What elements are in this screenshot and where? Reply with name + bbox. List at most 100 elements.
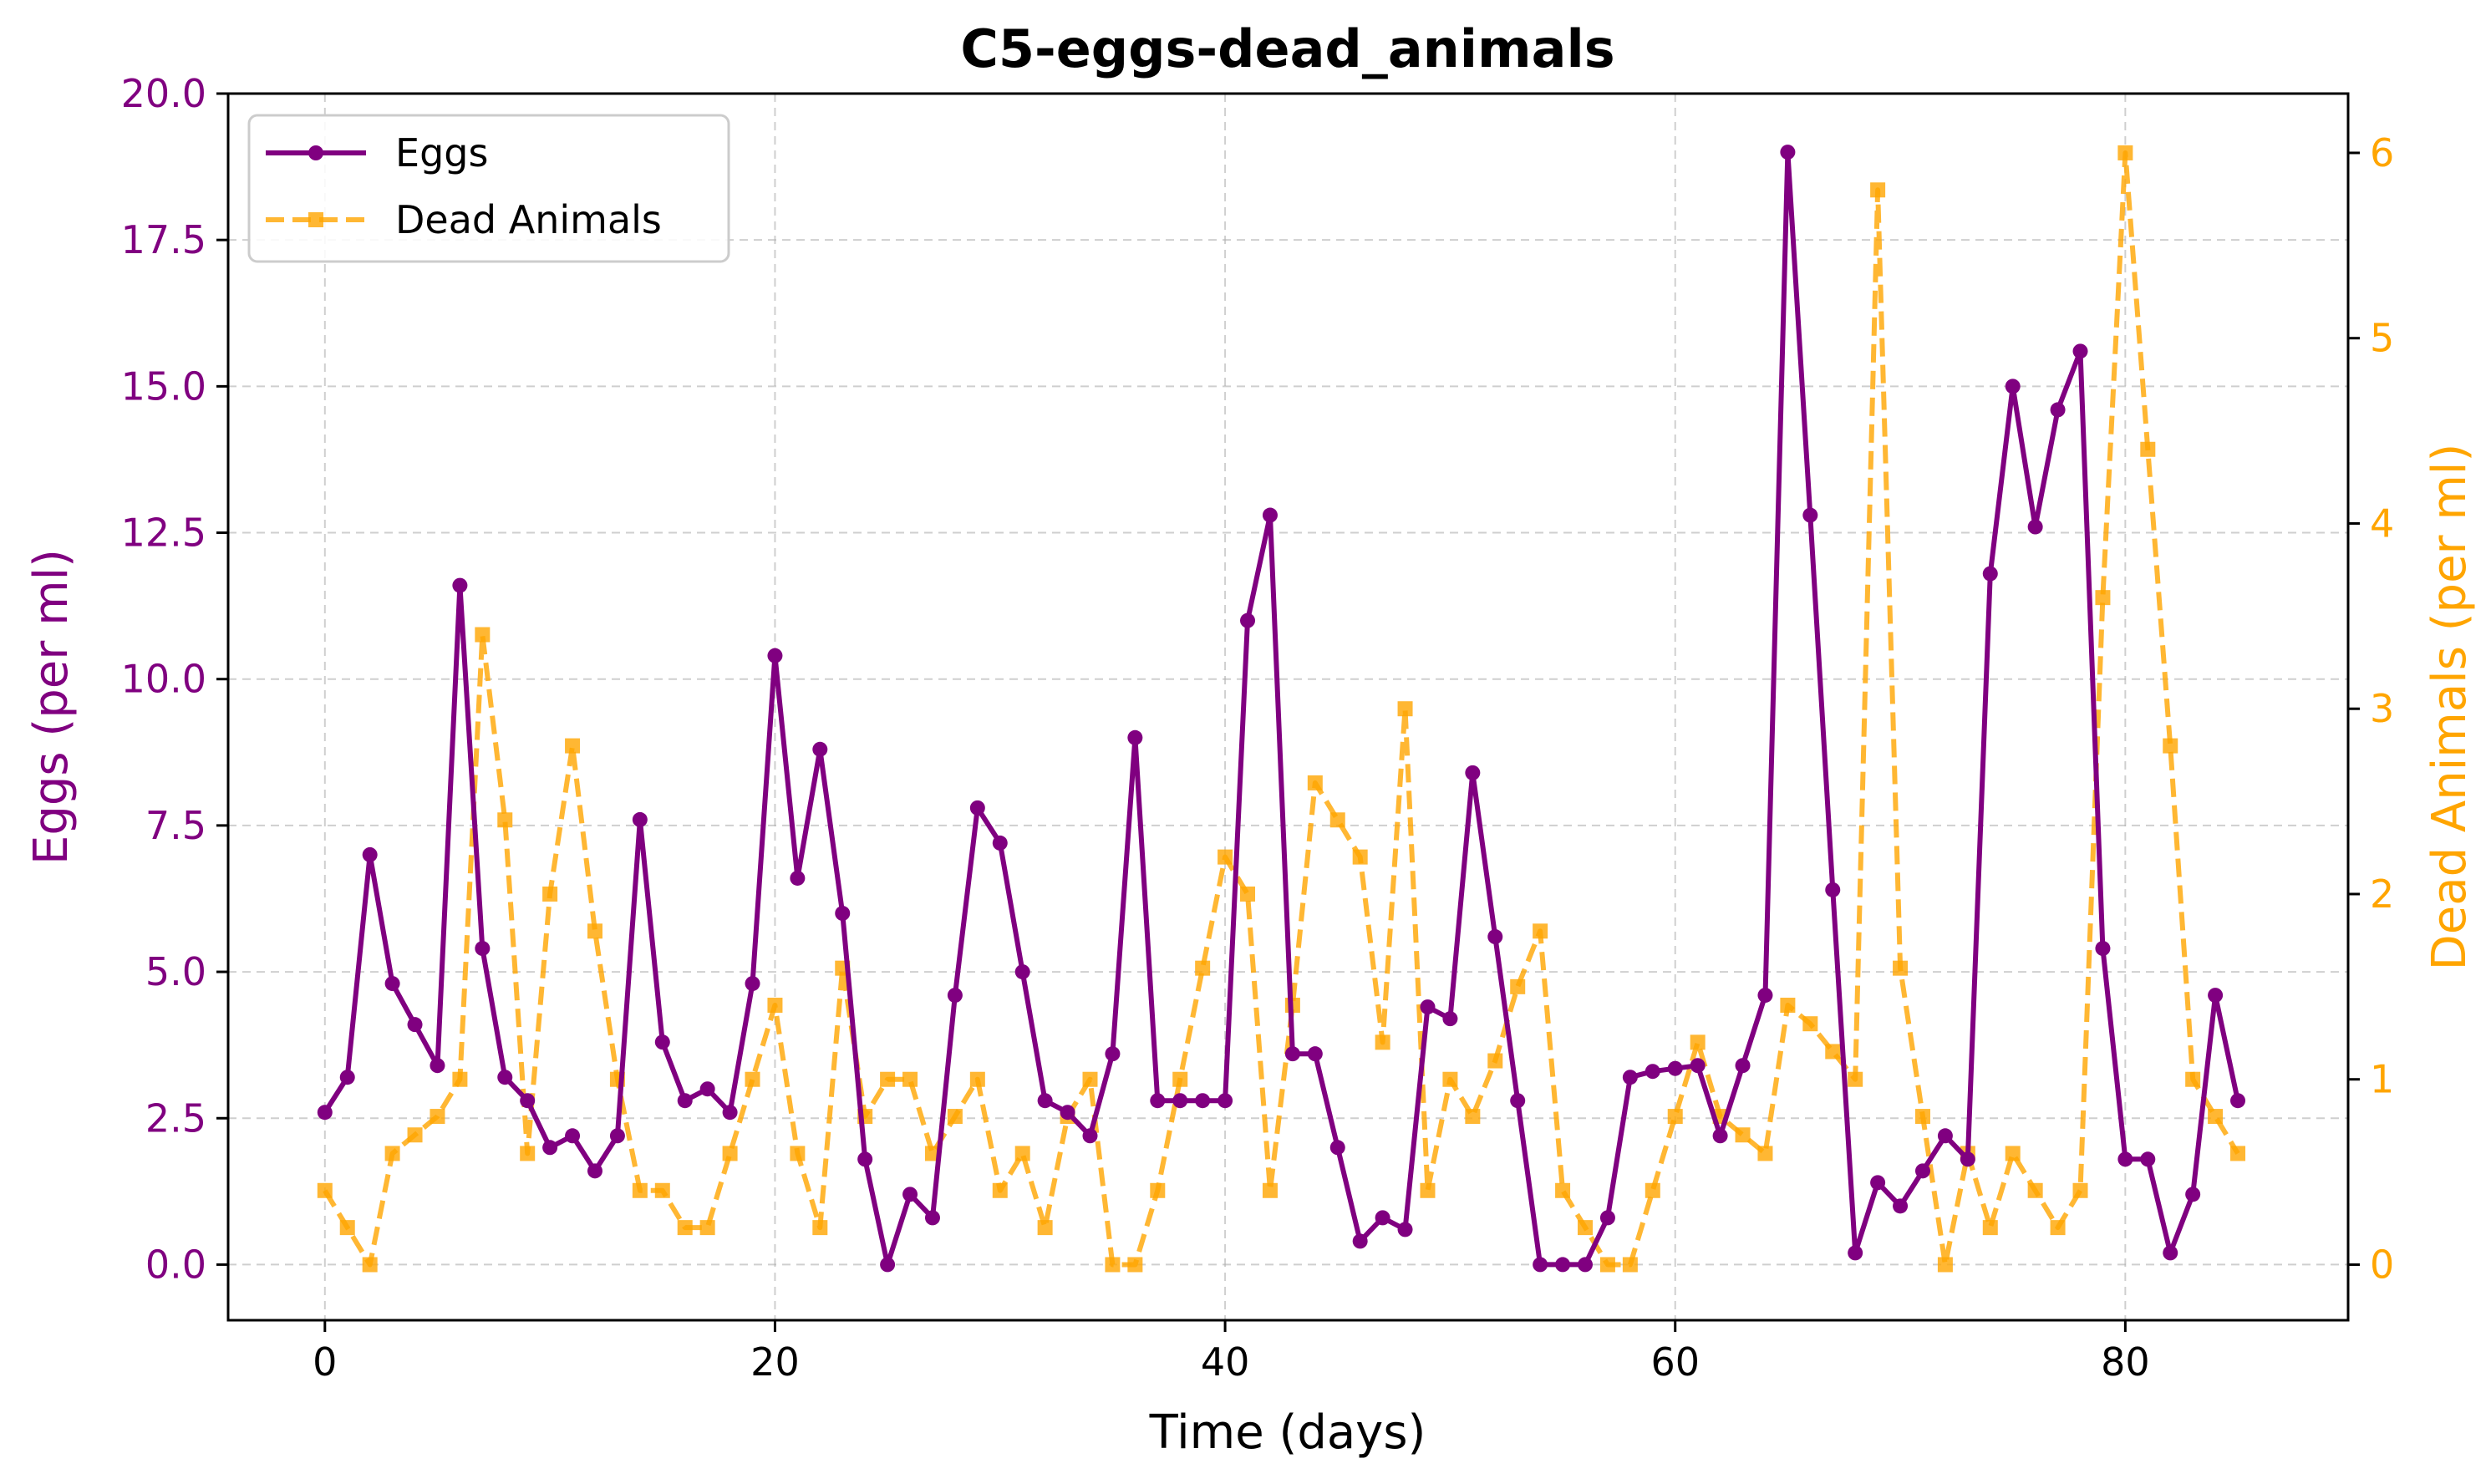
dead-animals-point <box>1982 1220 1998 1236</box>
eggs-point <box>1599 1210 1615 1226</box>
dead-animals-point <box>1037 1220 1053 1236</box>
plot-frame <box>226 92 2350 1322</box>
dead-animals-point <box>430 1109 445 1125</box>
eggs-point <box>902 1187 918 1202</box>
dead-animals-point <box>1645 1182 1660 1198</box>
eggs-point <box>2140 1151 2156 1167</box>
eggs-point <box>992 835 1008 851</box>
dead-animals-point <box>2005 1146 2021 1161</box>
dead-animals-point <box>1487 1053 1503 1069</box>
y-right-tick-label: 2 <box>2370 872 2394 917</box>
eggs-point <box>654 1034 670 1050</box>
y-right-tick-label: 5 <box>2370 316 2394 361</box>
dead-animals-point <box>969 1071 985 1087</box>
eggs-point <box>1870 1175 1886 1191</box>
eggs-point <box>1037 1093 1053 1109</box>
chart-title: C5-eggs-dead_animals <box>960 18 1614 79</box>
eggs-point <box>767 648 783 663</box>
eggs-point <box>2230 1093 2246 1109</box>
dead-animals-point <box>1555 1182 1571 1198</box>
eggs-point <box>1172 1093 1188 1109</box>
dead-animals-point <box>902 1071 918 1087</box>
dead-animals-point <box>2163 738 2178 754</box>
eggs-point <box>1937 1128 1953 1144</box>
dead-animals-point <box>1397 701 1413 717</box>
y-left-tick-label: 0.0 <box>145 1242 206 1287</box>
dead-animals-point <box>1848 1071 1863 1087</box>
dead-animals-point <box>475 627 491 643</box>
dead-animals-point <box>722 1146 738 1161</box>
y-left-tick-label: 17.5 <box>121 217 206 262</box>
eggs-point <box>1712 1128 1728 1144</box>
y-right-tick-label: 0 <box>2370 1242 2394 1287</box>
dead-animals-point <box>384 1146 400 1161</box>
eggs-point <box>1397 1222 1413 1238</box>
eggs-point <box>497 1070 513 1085</box>
eggs-point <box>452 577 468 593</box>
dead-animals-point <box>790 1146 806 1161</box>
eggs-point <box>1622 1070 1638 1085</box>
dead-animals-point <box>1195 960 1211 976</box>
dead-animals-point <box>992 1182 1008 1198</box>
eggs-point <box>677 1093 693 1109</box>
eggs-point <box>1218 1093 1233 1109</box>
eggs-point <box>1555 1257 1571 1273</box>
eggs-point <box>2185 1187 2201 1202</box>
dead-animals-point <box>2140 441 2156 457</box>
eggs-point <box>1757 988 1773 1004</box>
y-axis-right-label: Dead Animals (per ml) <box>2422 444 2477 971</box>
eggs-point <box>407 1017 423 1033</box>
eggs-point <box>609 1128 625 1144</box>
dead-animals-point <box>1329 812 1345 828</box>
dead-animals-point <box>1262 1182 1278 1198</box>
dead-animals-point <box>677 1220 693 1236</box>
eggs-point <box>1780 145 1796 160</box>
dead-animals-point <box>1014 1146 1030 1161</box>
eggs-point <box>1533 1257 1548 1273</box>
eggs-point <box>1127 729 1143 745</box>
dead-animals-point <box>1599 1257 1615 1273</box>
dead-animals-point <box>2072 1182 2088 1198</box>
eggs-point <box>1082 1128 1098 1144</box>
dead-animals-point <box>1375 1034 1390 1050</box>
eggs-point <box>1262 507 1278 523</box>
eggs-point <box>1284 1046 1300 1062</box>
dead-animals-point <box>1420 1182 1436 1198</box>
dead-animals-point <box>2095 590 2111 606</box>
x-axis-label: Time (days) <box>1149 1405 1426 1460</box>
dead-animals-line <box>323 150 2240 1268</box>
eggs-point <box>2027 519 2043 535</box>
y-right-tick-label: 1 <box>2370 1057 2394 1102</box>
dead-animals-point <box>699 1220 715 1236</box>
eggs-point <box>520 1093 536 1109</box>
y-left-tick-label: 10.0 <box>121 657 206 702</box>
eggs-point <box>1690 1058 1706 1074</box>
dead-animals-point <box>1578 1220 1594 1236</box>
eggs-point <box>1645 1064 1660 1080</box>
series-layer <box>317 145 2246 1273</box>
y-left-tick-label: 20.0 <box>121 71 206 116</box>
y-right-tick-label: 6 <box>2370 130 2394 175</box>
dead-animals-point <box>1150 1182 1166 1198</box>
legend-dead-animals-label: Dead Animals <box>395 197 662 242</box>
dead-animals-point <box>1667 1109 1683 1125</box>
dead-animals-point <box>407 1127 423 1143</box>
dead-animals-point <box>1870 182 1886 198</box>
dead-animals-point <box>1105 1257 1121 1273</box>
eggs-point <box>1510 1093 1526 1109</box>
dead-animals-point <box>1442 1071 1458 1087</box>
y-left-tick-label: 2.5 <box>145 1095 206 1141</box>
y-left-tick-label: 15.0 <box>121 363 206 409</box>
eggs-point <box>1578 1257 1594 1273</box>
dead-animals-point <box>1127 1257 1143 1273</box>
dead-animals-point <box>587 923 602 939</box>
dead-animals-point <box>1352 849 1368 865</box>
dead-animals-point <box>2208 1109 2224 1125</box>
dead-animals-point <box>1893 960 1909 976</box>
legend-dead-animals-marker <box>308 212 323 227</box>
eggs-point <box>2163 1245 2178 1261</box>
dead-animals-point <box>362 1257 378 1273</box>
eggs-point <box>880 1257 896 1273</box>
eggs-point <box>362 846 378 862</box>
